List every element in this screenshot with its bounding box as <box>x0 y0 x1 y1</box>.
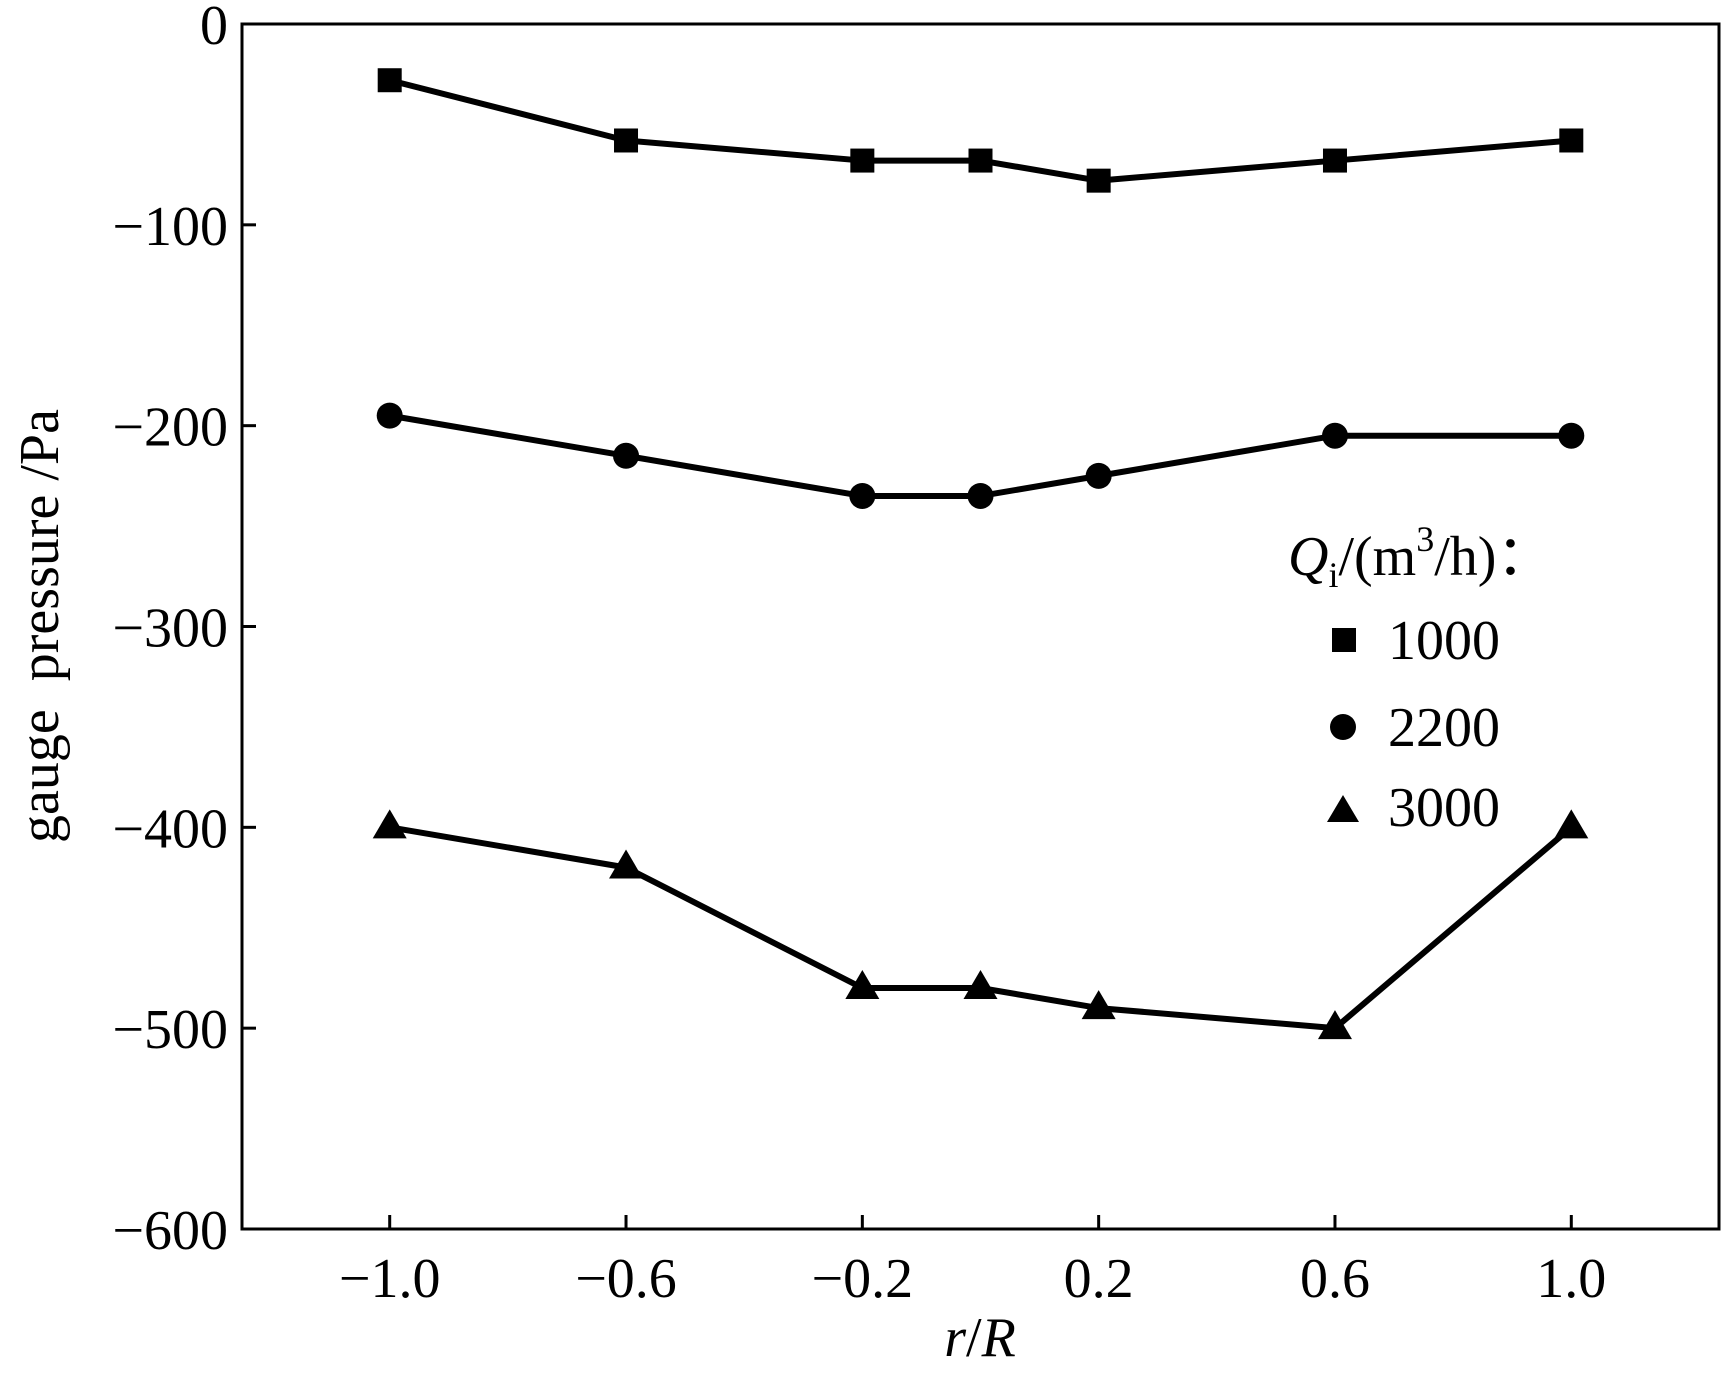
data-point-1000 <box>968 148 993 173</box>
x-tick-label: 1.0 <box>1536 1248 1606 1310</box>
legend-label-1000: 1000 <box>1388 610 1500 672</box>
legend-marker-square <box>1332 628 1356 652</box>
x-axis-title-var-b: R <box>981 1307 1016 1369</box>
data-point-3000 <box>963 970 998 999</box>
legend-label-2200: 2200 <box>1388 697 1500 759</box>
data-point-2200 <box>1085 462 1112 489</box>
x-axis-title: r/R <box>944 1307 1016 1369</box>
x-tick-label: −1.0 <box>339 1248 441 1310</box>
data-point-3000 <box>1554 809 1589 839</box>
data-point-3000 <box>1081 990 1116 1020</box>
data-point-1000 <box>377 68 402 93</box>
data-point-1000 <box>614 128 639 153</box>
data-point-3000 <box>845 970 880 999</box>
data-point-2200 <box>967 482 994 509</box>
y-tick-label: −400 <box>112 798 228 860</box>
data-point-1000 <box>850 148 875 173</box>
data-point-1000 <box>1322 148 1347 173</box>
x-tick-label: 0.2 <box>1064 1248 1134 1310</box>
y-tick-label: −100 <box>112 196 228 258</box>
y-axis: 0 −100 −200 −300 −400 −500 −600 <box>112 0 256 1262</box>
x-tick-label: −0.2 <box>812 1248 914 1310</box>
data-point-3000 <box>1317 1010 1352 1040</box>
y-tick-label: 0 <box>200 0 228 57</box>
y-axis-title: gauge pressure /Pa <box>9 409 71 843</box>
x-axis-title-var-a: r <box>944 1307 966 1369</box>
data-point-1000 <box>1086 168 1111 193</box>
x-tick-label: 0.6 <box>1300 1248 1370 1310</box>
legend-title: Qi/(m3/h)： <box>1288 519 1552 595</box>
legend-label-3000: 3000 <box>1388 777 1500 839</box>
data-point-2200 <box>376 402 403 429</box>
data-point-3000 <box>609 849 644 879</box>
legend: Qi/(m3/h)： 1000 2200 3000 <box>1288 519 1552 839</box>
legend-marker-triangle <box>1327 795 1359 822</box>
series-layer <box>372 68 1589 1040</box>
data-point-2200 <box>849 482 876 509</box>
x-tick-label: −0.6 <box>575 1248 677 1310</box>
data-point-1000 <box>1559 128 1584 153</box>
data-point-2200 <box>1321 422 1348 449</box>
y-tick-label: −500 <box>112 999 228 1061</box>
x-axis-title-sep: / <box>966 1307 982 1369</box>
data-point-2200 <box>613 442 640 469</box>
y-tick-label: −300 <box>112 598 228 660</box>
x-axis: −1.0 −0.6 −0.2 0.2 0.6 1.0 <box>339 1215 1606 1310</box>
y-tick-label: −600 <box>112 1200 228 1262</box>
y-tick-label: −200 <box>112 397 228 459</box>
data-point-2200 <box>1558 422 1585 449</box>
data-point-3000 <box>372 809 407 839</box>
legend-marker-circle <box>1330 714 1356 740</box>
